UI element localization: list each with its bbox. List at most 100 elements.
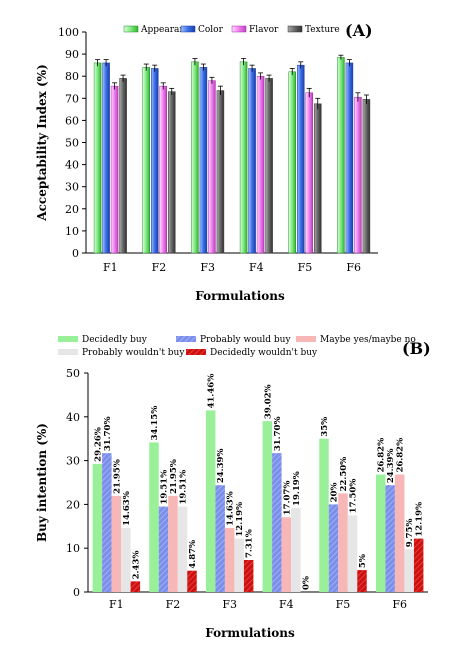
y-tick-label-a: 60 xyxy=(65,114,79,127)
legend-label-b: Decidedly buy xyxy=(82,335,148,345)
data-label-b: 41.46% xyxy=(207,374,217,409)
legend-swatch-b xyxy=(186,349,206,355)
bar-flavor-f3 xyxy=(208,80,216,254)
bar-b-1-f2 xyxy=(158,506,169,592)
data-label-b: 4.87% xyxy=(188,540,198,569)
legend-swatch-a xyxy=(123,25,139,33)
legend-swatch-a xyxy=(180,25,196,33)
legend-swatch-b xyxy=(58,349,78,355)
data-label-b: 34.15% xyxy=(150,406,160,441)
chart-panel-a: 0 10 20 30 40 50 60 70 80 90 100 F1 F2 F3 F4 F5 F6 Formul… xyxy=(35,21,378,303)
y-tick-label-a: 70 xyxy=(65,92,79,105)
data-label-b: 29.26% xyxy=(93,427,103,462)
y-tick-label-a: 20 xyxy=(65,203,79,216)
bar-b-4-f3 xyxy=(243,559,254,592)
data-label-b: 39.02% xyxy=(263,384,273,419)
bar-texture-f5 xyxy=(314,103,322,254)
bar-flavor-f1 xyxy=(110,85,119,254)
data-label-b: 24.39% xyxy=(386,448,396,483)
x-tick-label-b: F2 xyxy=(166,598,181,611)
data-label-b: 17.50% xyxy=(349,479,359,514)
bar-b-3-f4 xyxy=(291,507,301,592)
bar-b-2-f6 xyxy=(394,474,405,592)
bar-b-3-f3 xyxy=(234,538,244,592)
data-label-b: 26.82% xyxy=(396,438,406,473)
data-label-b: 17.07% xyxy=(282,481,292,516)
bar-b-4-f6 xyxy=(413,538,424,592)
bar-b-3-f6 xyxy=(404,549,414,592)
bar-b-1-f1 xyxy=(102,453,112,592)
y-tick-label-a: 80 xyxy=(65,70,79,83)
bar-appearance-f2 xyxy=(142,67,150,254)
legend-label-b: Decidedly wouldn't buy xyxy=(210,348,318,358)
bar-texture-f6 xyxy=(362,99,371,254)
bar-appearance-f4 xyxy=(239,61,248,254)
bar-flavor-f5 xyxy=(305,92,313,254)
data-label-b: 26.82% xyxy=(377,438,387,473)
bar-b-2-f1 xyxy=(111,495,122,592)
bar-texture-f1 xyxy=(119,78,127,254)
data-label-b: 21.95% xyxy=(112,459,122,494)
legend-label-a: Texture xyxy=(305,25,340,35)
data-label-b: 24.39% xyxy=(216,448,226,483)
data-label-b: 19.51% xyxy=(160,470,170,505)
x-tick-label-a: F6 xyxy=(346,261,361,274)
x-tick-label-a: F3 xyxy=(200,261,215,274)
y-tick-label-b: 50 xyxy=(66,367,80,380)
x-tick-label-a: F5 xyxy=(298,261,313,274)
y-tick-label-a: 40 xyxy=(65,159,79,172)
y-tick-label-a: 0 xyxy=(72,247,79,260)
x-tick-label-a: F1 xyxy=(103,261,118,274)
bar-b-3-f5 xyxy=(347,515,358,592)
bar-texture-f3 xyxy=(216,90,225,254)
y-tick-label-b: 30 xyxy=(66,455,80,468)
bar-b-2-f2 xyxy=(168,495,178,592)
y-tick-label-b: 10 xyxy=(66,542,80,555)
legend-swatch-b xyxy=(176,336,196,342)
y-tick-label-a: 50 xyxy=(65,137,79,150)
x-tick-label-a: F4 xyxy=(249,261,264,274)
data-label-b: 0% xyxy=(301,576,311,590)
y-tick-label-a: 10 xyxy=(65,225,79,238)
legend-swatch-b xyxy=(296,336,316,342)
y-tick-label-b: 0 xyxy=(73,586,80,599)
bar-b-0-f6 xyxy=(375,474,386,592)
y-axis-title-a: Acceptability Index (%) xyxy=(35,64,49,221)
x-tick-label-b: F5 xyxy=(336,598,351,611)
y-tick-label-a: 30 xyxy=(65,181,79,194)
x-tick-label-a: F2 xyxy=(152,261,167,274)
data-label-b: 20% xyxy=(330,482,340,502)
legend-swatch-a xyxy=(287,25,303,33)
data-label-b: 35% xyxy=(320,417,330,437)
data-label-b: 9.75% xyxy=(405,519,415,548)
bar-b-1-f3 xyxy=(215,485,225,592)
bar-b-0-f5 xyxy=(319,438,329,592)
bar-texture-f4 xyxy=(265,78,273,254)
data-label-b: 21.95% xyxy=(169,459,179,494)
bar-b-4-f1 xyxy=(130,581,141,592)
data-label-b: 31.70% xyxy=(103,416,113,451)
bar-appearance-f5 xyxy=(288,71,296,254)
bar-b-1-f5 xyxy=(328,504,339,592)
bar-color-f2 xyxy=(151,68,159,254)
bar-appearance-f1 xyxy=(93,62,102,254)
bar-flavor-f6 xyxy=(354,96,362,254)
bar-b-0-f3 xyxy=(205,410,216,592)
bar-color-f4 xyxy=(248,68,256,254)
legend-swatch-b xyxy=(58,336,78,342)
data-label-b: 19.51% xyxy=(179,470,189,505)
y-axis-title-b: Buy intention (%) xyxy=(35,423,49,542)
bar-flavor-f2 xyxy=(159,85,167,254)
bar-color-f3 xyxy=(199,67,208,254)
data-label-b: 14.63% xyxy=(226,491,236,526)
bar-b-0-f1 xyxy=(92,463,103,592)
bar-appearance-f3 xyxy=(191,61,199,254)
y-tick-label-b: 20 xyxy=(66,498,80,511)
data-label-b: 7.31% xyxy=(245,529,255,558)
bar-b-0-f4 xyxy=(262,421,273,592)
bar-b-0-f2 xyxy=(149,442,159,592)
bar-texture-f2 xyxy=(168,91,176,254)
y-tick-label-a: 90 xyxy=(65,48,79,61)
